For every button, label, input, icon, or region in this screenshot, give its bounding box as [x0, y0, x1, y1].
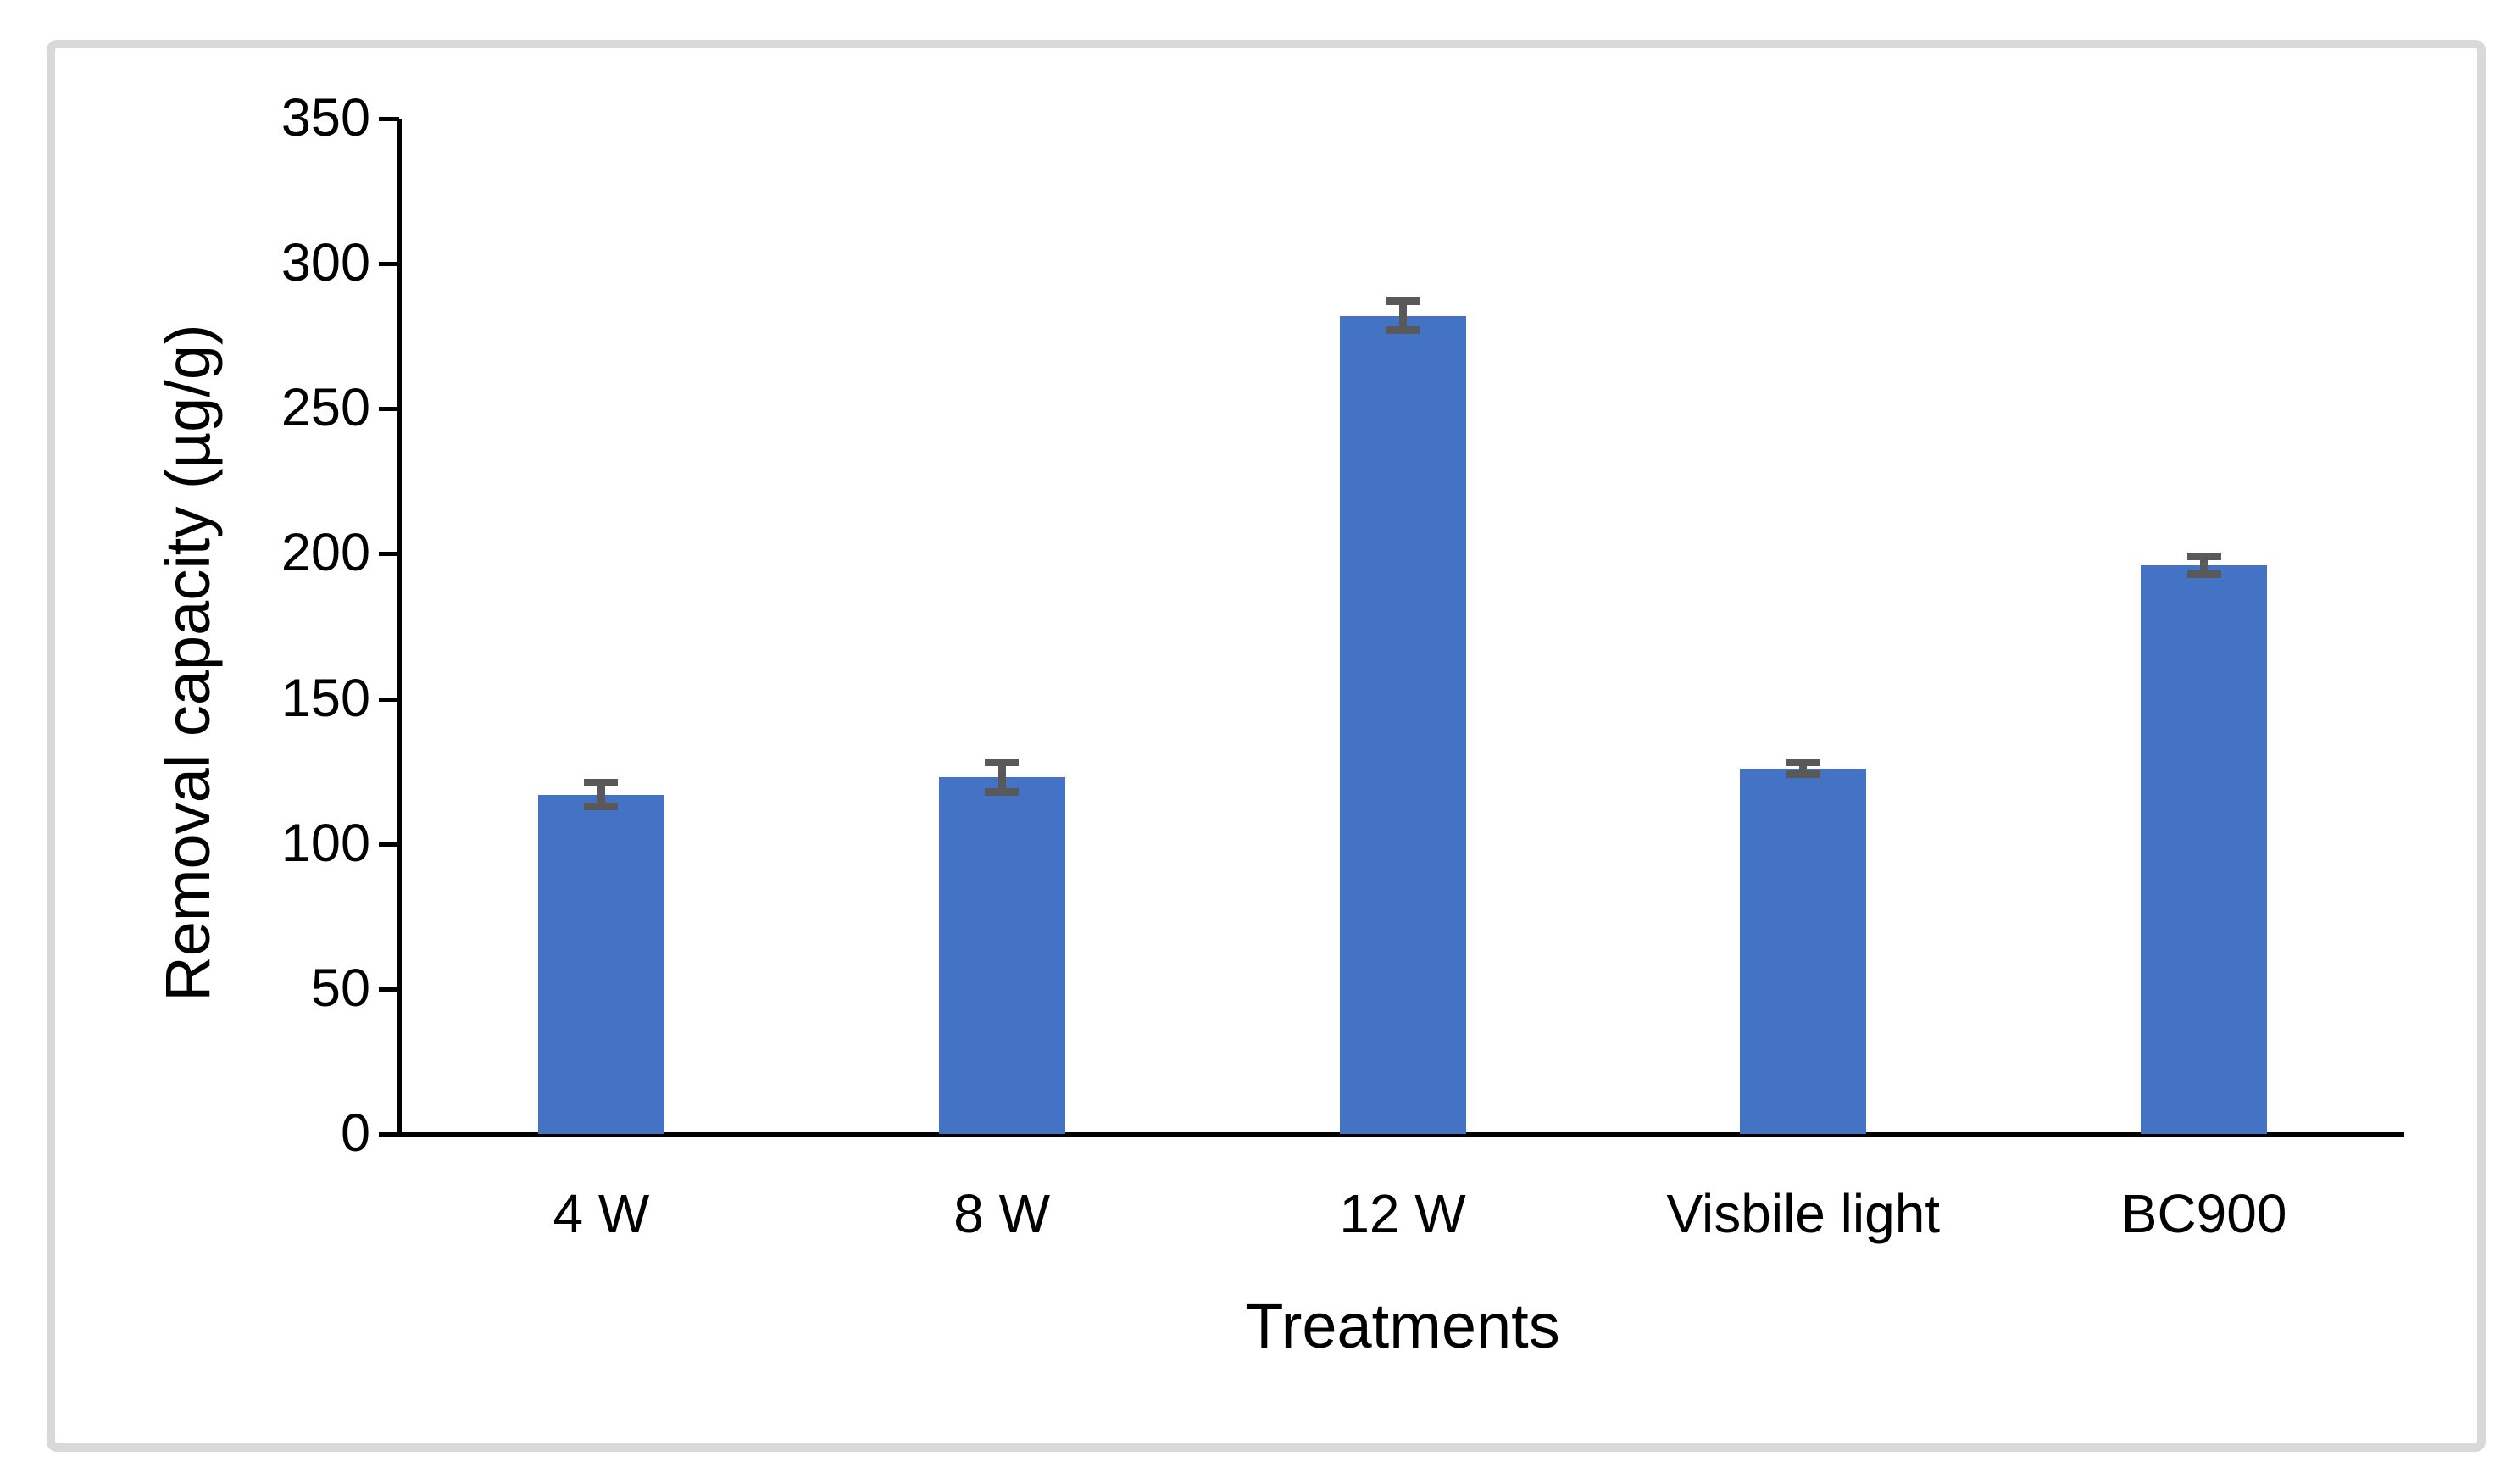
y-axis-tick	[379, 1132, 399, 1137]
error-bar-cap-bottom	[584, 802, 619, 810]
error-bar-cap-top	[985, 759, 1020, 767]
y-axis-tick	[379, 407, 399, 412]
error-bar-stem	[1799, 762, 1808, 775]
error-bar-stem	[1398, 301, 1407, 331]
error-bar-cap-bottom	[2186, 570, 2221, 578]
error-bar-cap-top	[1386, 297, 1420, 306]
y-tick-label: 100	[281, 813, 370, 873]
y-axis-title: Removal capacity (µg/g)	[153, 324, 223, 1002]
error-bar-stem	[597, 782, 605, 807]
y-tick-label: 350	[281, 88, 370, 147]
x-category-label: BC900	[2120, 1183, 2287, 1244]
y-tick-label: 300	[281, 233, 370, 293]
y-tick-label: 200	[281, 523, 370, 583]
x-category-label: Visbile light	[1666, 1183, 1941, 1244]
error-bar-stem	[2200, 556, 2209, 575]
bar-8-w	[938, 776, 1065, 1134]
chart-frame	[47, 40, 2486, 1452]
y-tick-label: 0	[340, 1103, 370, 1163]
bar-4-w	[537, 794, 664, 1134]
y-axis-tick	[379, 262, 399, 267]
y-axis-tick	[379, 697, 399, 702]
x-category-label: 4 W	[553, 1183, 650, 1244]
bar-bc900	[2141, 565, 2268, 1134]
x-category-label: 8 W	[953, 1183, 1051, 1244]
y-tick-label: 250	[281, 378, 370, 438]
y-axis-line	[397, 119, 402, 1137]
error-bar-cap-bottom	[985, 787, 1020, 796]
y-axis-tick	[379, 842, 399, 847]
error-bar-cap-top	[1786, 759, 1820, 767]
y-tick-label: 50	[310, 958, 370, 1018]
x-category-label: 12 W	[1339, 1183, 1466, 1244]
error-bar-stem	[997, 762, 1006, 792]
y-axis-tick	[379, 117, 399, 121]
y-axis-tick	[379, 552, 399, 557]
bar-visbile-light	[1740, 768, 1867, 1134]
y-tick-label: 150	[281, 668, 370, 728]
error-bar-cap-top	[2186, 553, 2221, 561]
error-bar-cap-bottom	[1786, 770, 1820, 779]
error-bar-cap-bottom	[1386, 326, 1420, 335]
error-bar-cap-top	[584, 779, 619, 787]
y-axis-tick	[379, 987, 399, 992]
bar-12-w	[1339, 315, 1466, 1134]
x-axis-title: Treatments	[1245, 1291, 1560, 1361]
x-axis-line	[397, 1132, 2404, 1137]
